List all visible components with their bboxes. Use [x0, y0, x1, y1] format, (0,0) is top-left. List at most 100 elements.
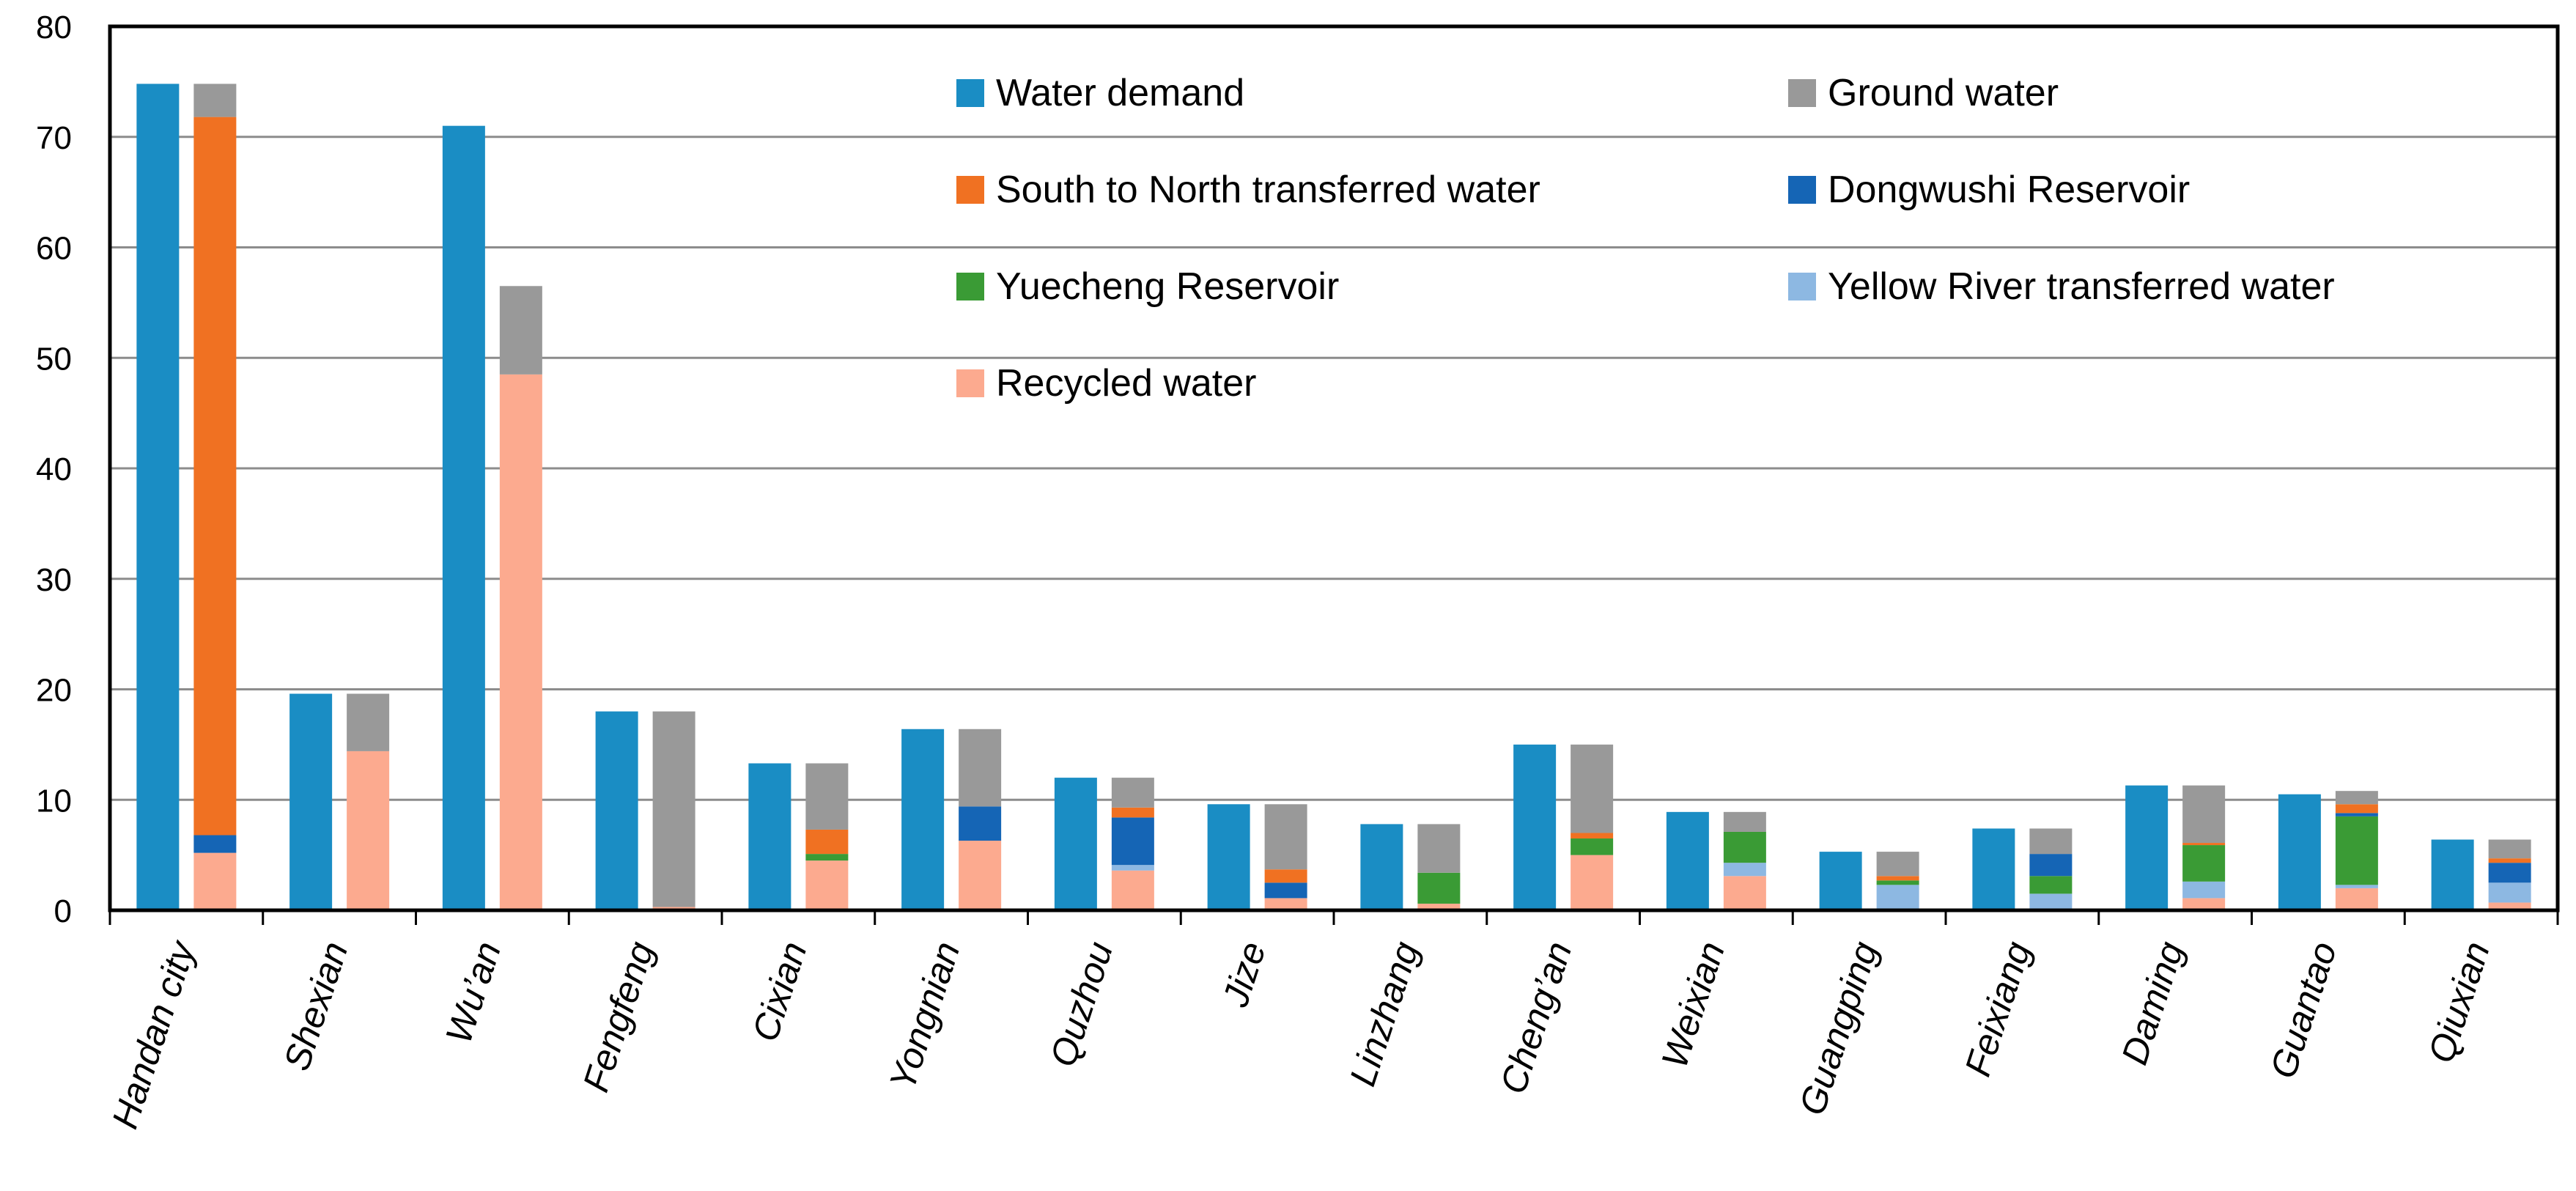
bar-segment-ground-water: [2488, 839, 2531, 859]
x-tick-label: Guangping: [1791, 937, 1886, 1120]
x-tick-label: Shexian: [276, 937, 355, 1075]
x-tick-label: Wu’an: [438, 937, 509, 1048]
y-tick-label: 70: [36, 120, 72, 156]
legend-swatch: [956, 176, 984, 204]
legend-swatch: [956, 79, 984, 107]
bar-water-demand: [289, 693, 333, 910]
bar-segment-ground-water: [1417, 824, 1461, 873]
bar-segment-south-to-north-transferred-water: [1876, 876, 1919, 881]
bar-segment-ground-water: [193, 84, 237, 117]
bar-segment-ground-water: [1571, 744, 1614, 833]
x-tick-label: Yongnian: [882, 937, 968, 1095]
bar-segment-yuecheng-reservoir: [2029, 876, 2073, 894]
bar-segment-dongwushi-reservoir: [1264, 882, 1307, 899]
y-tick-label: 30: [36, 562, 72, 598]
y-tick-label: 0: [54, 893, 72, 929]
bar-water-demand: [1819, 852, 1862, 910]
y-tick-label: 20: [36, 673, 72, 709]
legend-label: South to North transferred water: [996, 169, 1540, 211]
bar-segment-ground-water: [1876, 852, 1919, 877]
bar-segment-ground-water: [2182, 785, 2226, 844]
bar-segment-ground-water: [499, 286, 542, 375]
bar-segment-yellow-river-transferred-water: [1723, 863, 1766, 877]
bar-segment-south-to-north-transferred-water: [2182, 843, 2226, 846]
bar-water-demand: [2278, 794, 2321, 910]
x-tick-label: Handan city: [104, 934, 204, 1133]
bar-segment-yuecheng-reservoir: [2335, 816, 2378, 885]
legend-label: Water demand: [996, 72, 1244, 114]
bar-segment-south-to-north-transferred-water: [2488, 858, 2531, 863]
bar-segment-recycled-water: [1417, 903, 1461, 910]
legend-swatch: [1788, 176, 1816, 204]
bar-segment-recycled-water: [805, 860, 849, 910]
bar-water-demand: [901, 729, 945, 910]
bar-segment-dongwushi-reservoir: [1111, 817, 1154, 866]
bar-segment-ground-water: [1723, 811, 1766, 832]
bar-segment-recycled-water: [1723, 876, 1766, 910]
bar-water-demand: [1972, 828, 2015, 910]
x-axis: Handan city Shexian Wu’an Fengfeng Cixian Yon…: [104, 910, 2559, 1134]
bar-segment-south-to-north-transferred-water: [2335, 804, 2378, 814]
x-tick-label: Quzhou: [1042, 937, 1121, 1072]
legend-label: Dongwushi Reservoir: [1828, 169, 2190, 211]
x-tick-label: Feixiang: [1957, 937, 2039, 1081]
bar-segment-recycled-water: [193, 852, 237, 910]
legend-label: Yuecheng Reservoir: [996, 265, 1339, 308]
bar-segment-dongwushi-reservoir: [2488, 863, 2531, 883]
bar-segment-recycled-water: [1111, 870, 1154, 910]
legend: Water demand Ground water South to North t…: [956, 72, 2335, 405]
legend-swatch: [956, 273, 984, 300]
bar-segment-ground-water: [347, 693, 390, 751]
bar-segment-ground-water: [1264, 804, 1307, 870]
bar-segment-yellow-river-transferred-water: [2029, 893, 2073, 910]
bar-segment-ground-water: [652, 711, 695, 907]
y-tick-label: 60: [36, 231, 72, 267]
bar-segment-dongwushi-reservoir: [2029, 854, 2073, 877]
bar-segment-dongwushi-reservoir: [193, 835, 237, 853]
bar-segment-dongwushi-reservoir: [959, 806, 1002, 841]
legend-swatch: [1788, 79, 1816, 107]
x-tick-label: Cheng’an: [1492, 937, 1579, 1099]
bar-water-demand: [595, 711, 638, 910]
x-tick-label: Guantao: [2262, 937, 2345, 1083]
x-tick-label: Qiuxian: [2420, 937, 2498, 1068]
bar-segment-ground-water: [959, 729, 1002, 807]
x-tick-label: Linzhang: [1342, 937, 1427, 1091]
bar-segment-yuecheng-reservoir: [2182, 845, 2226, 882]
bar-segment-recycled-water: [959, 841, 1002, 910]
legend-label: Ground water: [1828, 72, 2059, 114]
y-tick-label: 50: [36, 341, 72, 377]
bar-water-demand: [748, 763, 791, 910]
bar-segment-yuecheng-reservoir: [1723, 831, 1766, 863]
bar-segment-recycled-water: [1264, 898, 1307, 910]
bar-water-demand: [1207, 804, 1250, 910]
bar-segment-yuecheng-reservoir: [1417, 872, 1461, 904]
x-tick-label: Weixian: [1653, 937, 1732, 1073]
bar-segment-ground-water: [1111, 778, 1154, 808]
bar-segment-recycled-water: [2488, 902, 2531, 910]
bar-segment-yellow-river-transferred-water: [2488, 882, 2531, 903]
y-tick-label: 40: [36, 451, 72, 487]
bar-water-demand: [136, 84, 180, 910]
bar-water-demand: [1054, 778, 1097, 910]
bar-segment-recycled-water: [1571, 855, 1614, 910]
x-tick-label: Jize: [1214, 937, 1274, 1012]
bar-segment-yuecheng-reservoir: [1876, 880, 1919, 885]
x-tick-label: Fengfeng: [575, 937, 663, 1096]
x-tick-label: Daming: [2114, 937, 2192, 1069]
bar-water-demand: [2431, 839, 2474, 910]
bar-segment-south-to-north-transferred-water: [805, 829, 849, 855]
y-tick-label: 10: [36, 783, 72, 819]
bar-water-demand: [442, 125, 485, 910]
bar-segment-yuecheng-reservoir: [805, 854, 849, 861]
bar-segment-yellow-river-transferred-water: [2182, 881, 2226, 899]
bar-segment-south-to-north-transferred-water: [1571, 833, 1614, 839]
legend-label: Yellow River transferred water: [1828, 265, 2335, 308]
bar-segment-ground-water: [2335, 791, 2378, 805]
bar-segment-recycled-water: [347, 751, 390, 910]
bar-segment-yellow-river-transferred-water: [1876, 885, 1919, 910]
bar-segment-recycled-water: [2182, 898, 2226, 910]
bar-segment-south-to-north-transferred-water: [193, 117, 237, 836]
bar-segment-dongwushi-reservoir: [2335, 813, 2378, 816]
